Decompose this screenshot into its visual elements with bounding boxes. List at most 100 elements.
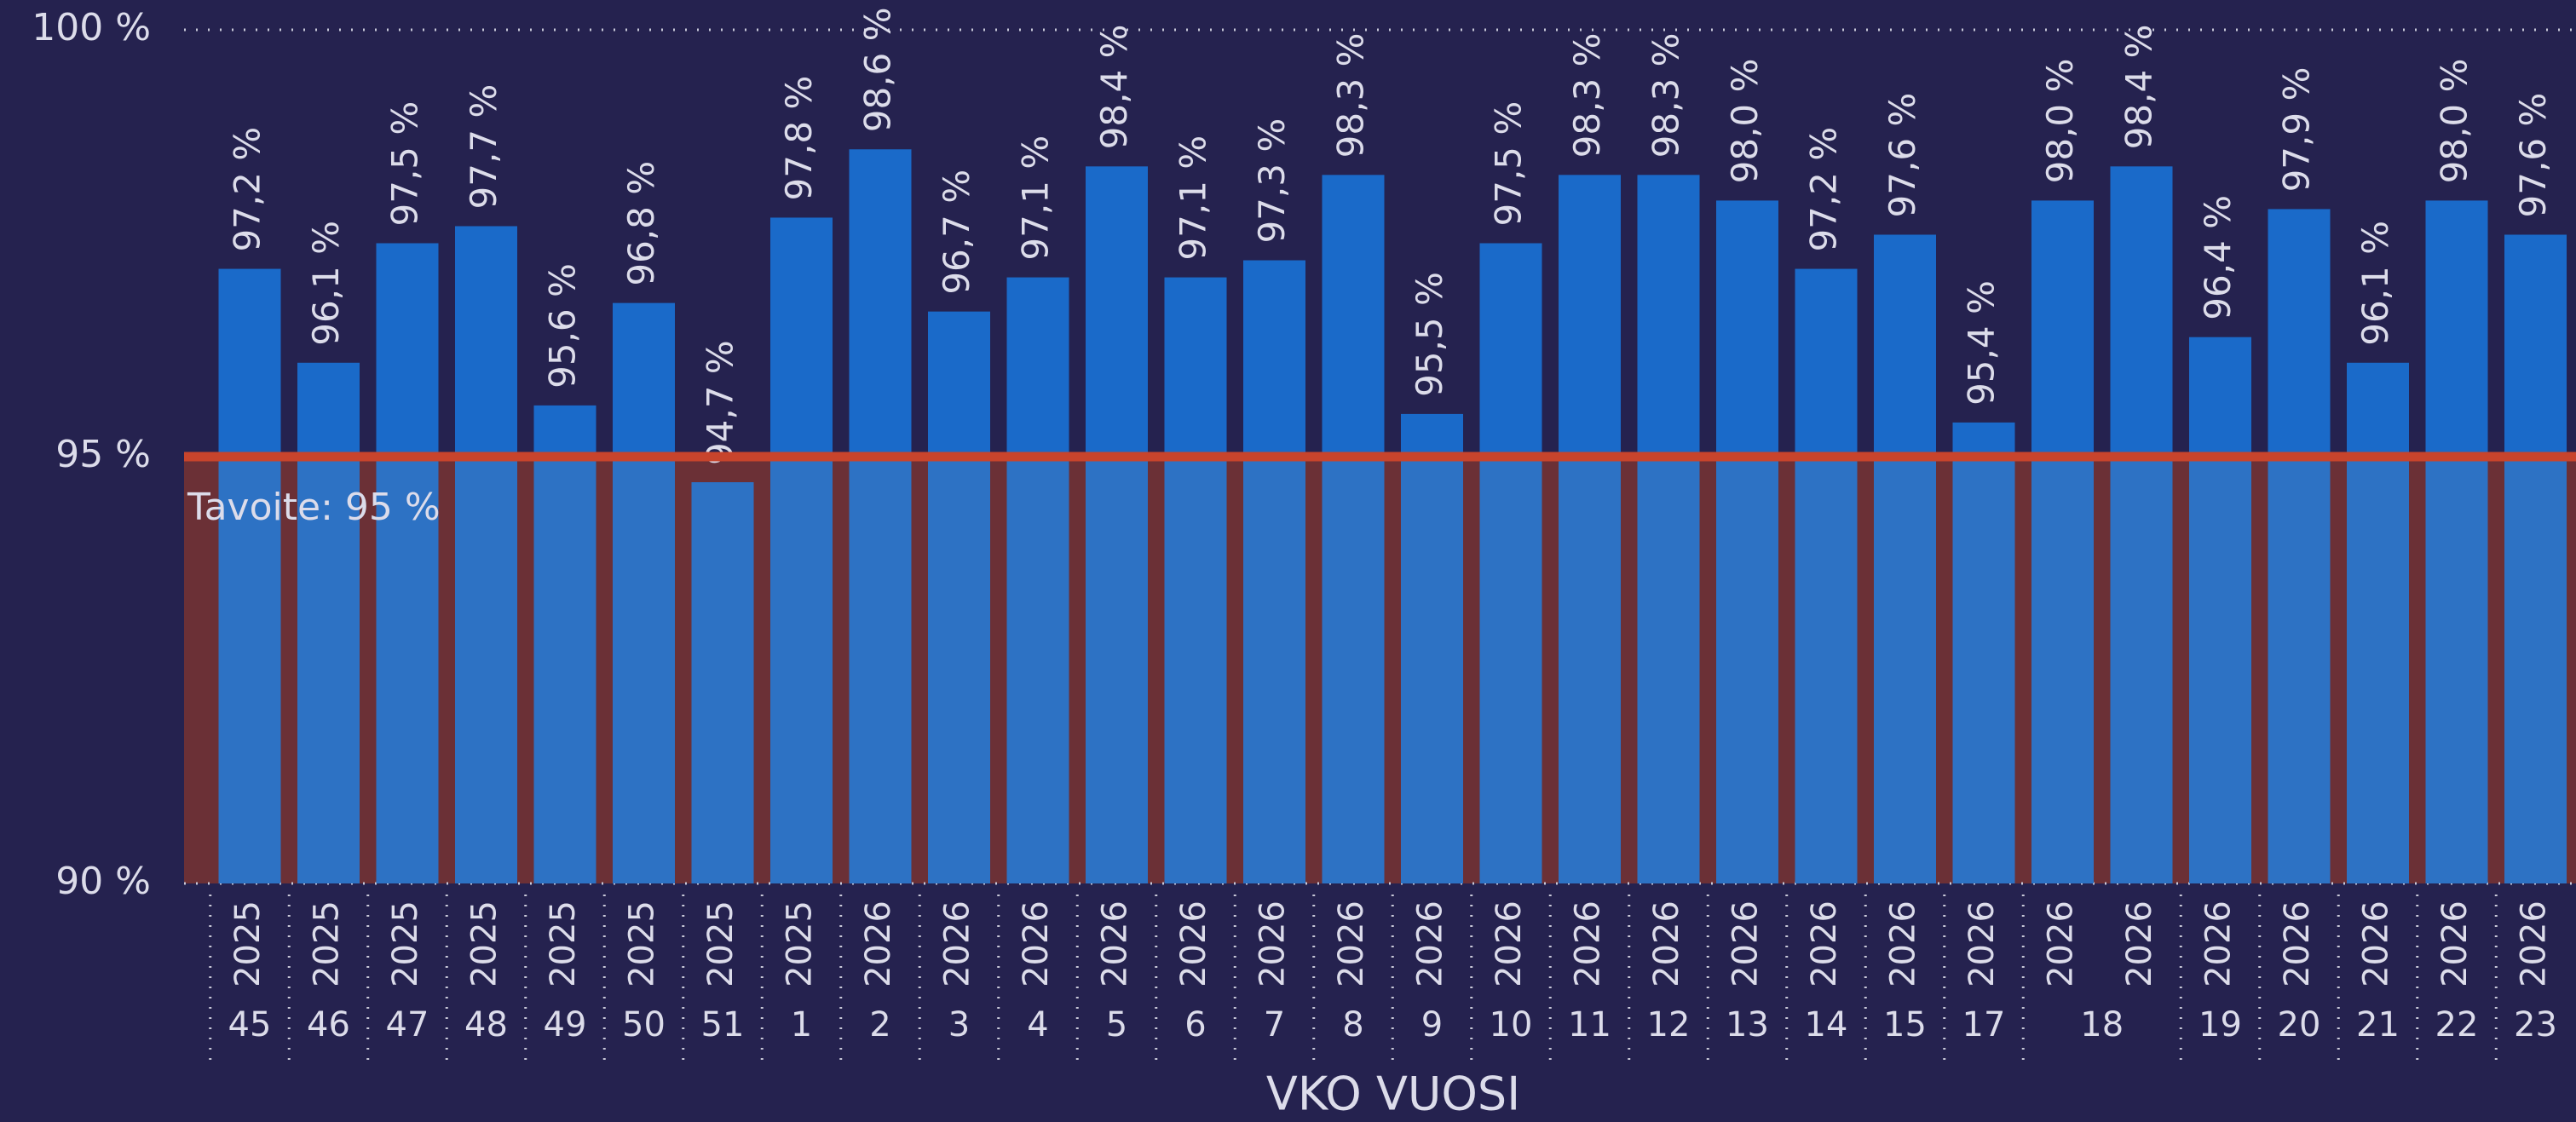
x-tick-label: 2026: [1096, 900, 1135, 987]
value-label: 94,7 %: [700, 340, 741, 465]
value-label: 95,5 %: [1409, 272, 1450, 397]
value-label: 97,7 %: [463, 84, 504, 210]
week-label: 51: [701, 1005, 745, 1044]
bar-lower-shade: [2347, 457, 2409, 883]
bar-lower-shade: [1006, 457, 1069, 883]
week-label: 3: [948, 1005, 970, 1044]
bar-lower-shade: [770, 457, 833, 883]
week-label: 5: [1106, 1005, 1127, 1044]
x-tick-label: 2026: [1962, 900, 2002, 987]
x-tick-label: 2025: [228, 900, 268, 987]
value-label: 97,9 %: [2276, 67, 2318, 193]
bar-lower-shade: [297, 457, 360, 883]
x-tick-label: 2026: [1647, 900, 1686, 987]
x-axis-title: VKO VUOSI: [1266, 1067, 1520, 1121]
bar-lower-shade: [1401, 457, 1463, 883]
x-tick-label: 2026: [859, 900, 898, 987]
value-label: 95,4 %: [1961, 280, 2003, 406]
week-label: 22: [2435, 1005, 2479, 1044]
week-label: 19: [2199, 1005, 2242, 1044]
x-tick-label: 2026: [2435, 900, 2475, 987]
bar-lower-shade: [1795, 457, 1858, 883]
value-label: 97,2 %: [227, 127, 268, 252]
bar-lower-shade: [1874, 457, 1936, 883]
value-label: 98,4 %: [1093, 25, 1135, 150]
week-label: 8: [1342, 1005, 1363, 1044]
x-tick-label: 2025: [701, 900, 741, 987]
week-label: 23: [2514, 1005, 2557, 1044]
week-label: 6: [1184, 1005, 1206, 1044]
x-tick-label: 2026: [1411, 900, 1450, 987]
week-label: 46: [307, 1005, 350, 1044]
bar-lower-shade: [849, 457, 912, 883]
value-label: 97,1 %: [1173, 135, 1214, 261]
bar-lower-shade: [533, 457, 596, 883]
y-tick-label: 100 %: [32, 6, 151, 49]
bar-lower-shade: [691, 482, 754, 883]
x-tick-label: 2025: [544, 900, 583, 987]
bar-lower-shade: [613, 457, 675, 883]
value-label: 97,6 %: [2512, 93, 2554, 218]
y-tick-label: 95 %: [55, 433, 151, 476]
value-label: 98,3 %: [1330, 33, 1372, 158]
value-label: 97,6 %: [1882, 93, 1923, 218]
week-label: 18: [2080, 1005, 2124, 1044]
value-label: 97,1 %: [1015, 135, 1057, 261]
week-label: 2: [869, 1005, 890, 1044]
x-tick-label: 2025: [386, 900, 425, 987]
x-tick-label: 2025: [308, 900, 347, 987]
week-label: 12: [1647, 1005, 1691, 1044]
x-tick-label: 2026: [1569, 900, 1608, 987]
x-tick-label: 2026: [1884, 900, 1923, 987]
bar-lower-shade: [376, 457, 439, 883]
x-tick-label: 2026: [1805, 900, 1844, 987]
bar-lower-shade: [1559, 457, 1621, 883]
value-label: 98,3 %: [1645, 33, 1687, 158]
week-label: 20: [2278, 1005, 2321, 1044]
x-tick-label: 2026: [1174, 900, 1213, 987]
value-label: 95,6 %: [542, 263, 584, 388]
week-label: 11: [1568, 1005, 1611, 1044]
value-label: 96,1 %: [2354, 221, 2396, 346]
week-label: 9: [1421, 1005, 1443, 1044]
x-tick-label: 2026: [2278, 900, 2317, 987]
x-tick-label: 2026: [1726, 900, 1766, 987]
value-label: 96,8 %: [620, 161, 662, 286]
value-label: 98,4 %: [2118, 25, 2160, 150]
bar-lower-shade: [1952, 457, 2015, 883]
week-label: 4: [1027, 1005, 1048, 1044]
bar-lower-shade: [2189, 457, 2251, 883]
bar-lower-shade: [928, 457, 990, 883]
bar-lower-shade: [2110, 457, 2173, 883]
value-label: 97,5 %: [1488, 101, 1530, 227]
x-tick-label: 2026: [1332, 900, 1371, 987]
x-tick-label: 2026: [2199, 900, 2239, 987]
x-tick-label: 2026: [2357, 900, 2396, 987]
week-label: 14: [1805, 1005, 1848, 1044]
value-label: 98,0 %: [2434, 59, 2475, 184]
y-tick-label: 90 %: [55, 860, 151, 903]
week-label: 48: [464, 1005, 508, 1044]
bar-lower-shade: [2425, 457, 2488, 883]
value-label: 97,2 %: [1803, 127, 1845, 252]
x-tick-label: 2026: [1017, 900, 1056, 987]
value-label: 96,1 %: [305, 221, 347, 346]
x-tick-label: 2025: [623, 900, 662, 987]
week-label: 50: [622, 1005, 666, 1044]
x-tick-label: 2026: [2515, 900, 2554, 987]
value-label: 98,0 %: [1724, 59, 1766, 184]
week-label: 7: [1264, 1005, 1285, 1044]
value-label: 98,3 %: [1566, 33, 1608, 158]
value-label: 98,6 %: [857, 7, 899, 132]
week-label: 47: [386, 1005, 429, 1044]
x-tick-label: 2026: [1490, 900, 1529, 987]
bar-lower-shade: [1164, 457, 1227, 883]
week-label: 21: [2356, 1005, 2400, 1044]
x-tick-label: 2025: [781, 900, 820, 987]
week-label: 10: [1490, 1005, 1533, 1044]
value-label: 97,5 %: [384, 101, 426, 227]
week-label: 15: [1883, 1005, 1927, 1044]
bar-lower-shade: [1637, 457, 1700, 883]
week-label: 45: [228, 1005, 272, 1044]
